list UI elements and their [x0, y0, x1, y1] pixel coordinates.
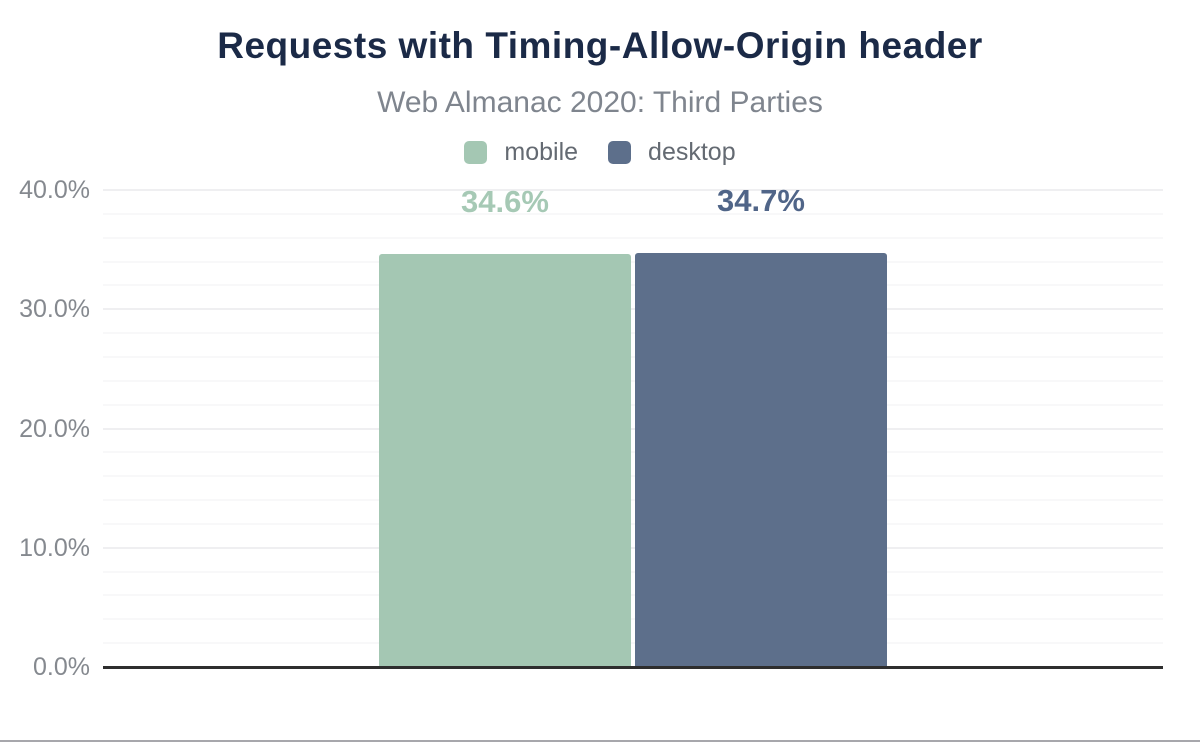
bar-label-mobile: 34.6%: [461, 184, 549, 219]
gridline-major: [103, 547, 1163, 549]
gridline-minor: [103, 332, 1163, 334]
gridline-minor: [103, 237, 1163, 239]
gridline-minor: [103, 523, 1163, 525]
legend-item-mobile: mobile: [464, 138, 578, 167]
gridline-major: [103, 308, 1163, 310]
legend: mobile desktop: [0, 138, 1200, 167]
y-tick-label: 30.0%: [19, 295, 90, 323]
y-tick-label: 40.0%: [19, 176, 90, 204]
legend-label: desktop: [648, 137, 736, 166]
gridline-minor: [103, 213, 1163, 215]
gridline-minor: [103, 284, 1163, 286]
bar-desktop[interactable]: [635, 253, 887, 667]
legend-label: mobile: [504, 137, 579, 166]
gridline-minor: [103, 380, 1163, 382]
bottom-border-line: [0, 740, 1200, 742]
gridline-minor: [103, 404, 1163, 406]
gridline-major: [103, 189, 1163, 191]
bar-mobile[interactable]: [379, 254, 631, 667]
gridline-minor: [103, 356, 1163, 358]
gridline-minor: [103, 571, 1163, 573]
gridline-major: [103, 428, 1163, 430]
legend-swatch-desktop: [608, 140, 632, 164]
legend-swatch-mobile: [464, 140, 488, 164]
gridline-minor: [103, 475, 1163, 477]
gridline-minor: [103, 261, 1163, 263]
bar-label-desktop: 34.7%: [717, 183, 805, 218]
gridline-minor: [103, 594, 1163, 596]
gridline-minor: [103, 642, 1163, 644]
gridline-minor: [103, 499, 1163, 501]
legend-item-desktop: desktop: [608, 138, 736, 167]
chart-subtitle: Web Almanac 2020: Third Parties: [377, 86, 823, 119]
gridline-minor: [103, 451, 1163, 453]
y-tick-label: 10.0%: [19, 534, 90, 562]
chart-title: Requests with Timing-Allow-Origin header: [217, 25, 983, 66]
y-tick-label: 20.0%: [19, 415, 90, 443]
gridline-minor: [103, 618, 1163, 620]
y-tick-label: 0.0%: [33, 653, 90, 681]
x-axis-line: [103, 666, 1163, 669]
